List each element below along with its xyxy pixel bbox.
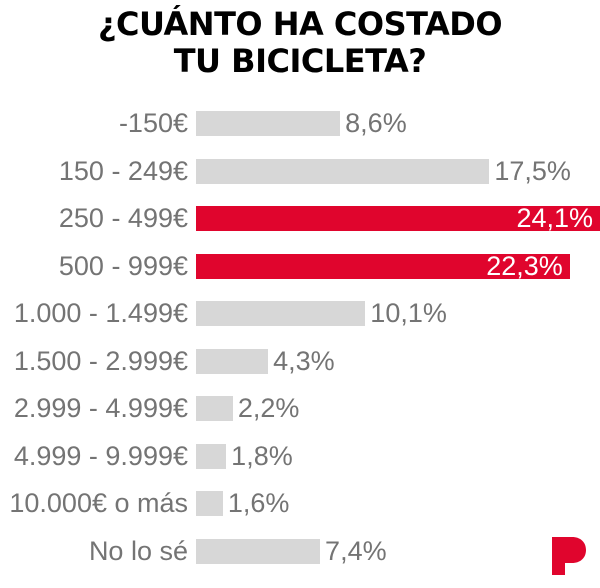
publico-logo <box>552 537 587 575</box>
category-label: 250 - 499€ <box>58 203 188 234</box>
bar-highlighted: 24,1% <box>196 203 600 234</box>
bar-row: 2.999 - 4.999€ 2,2% <box>0 385 600 433</box>
value-label: 22,3% <box>486 250 563 281</box>
bar <box>196 443 227 469</box>
category-label: 4.999 - 9.999€ <box>13 440 188 471</box>
bar-highlighted: 22,3% <box>196 250 570 281</box>
bar <box>196 491 223 517</box>
bar-row: 4.999 - 9.999€ 1,8% <box>0 433 600 481</box>
bar-row: 500 - 999€ 22,3% <box>0 243 600 291</box>
bar-chart: -150€ 8,6% 150 - 249€ 17,5% 250 - 499€ 24,1% 5… <box>0 100 600 575</box>
p-logo-path <box>552 537 586 575</box>
bar <box>196 396 233 422</box>
category-label: 1.000 - 1.499€ <box>13 298 188 329</box>
value-label: 17,5% <box>494 155 571 186</box>
value-label: 1,8% <box>231 440 293 471</box>
category-label: 2.999 - 4.999€ <box>13 393 188 424</box>
value-label: 1,6% <box>227 488 290 519</box>
category-label: 1.500 - 2.999€ <box>13 345 188 376</box>
chart-title-line1: ¿CUÁNTO HA COSTADO <box>97 5 503 43</box>
bar <box>196 348 269 374</box>
category-label: 150 - 249€ <box>58 155 188 186</box>
value-label: 4,3% <box>273 345 335 376</box>
value-label: 10,1% <box>370 298 447 329</box>
bar-row: 1.000 - 1.499€ 10,1% <box>0 290 600 338</box>
chart-title: ¿CUÁNTO HA COSTADO TU BICICLETA? <box>0 6 600 80</box>
category-label: No lo sé <box>88 535 188 566</box>
bar <box>196 301 366 327</box>
category-label: -150€ <box>118 108 188 139</box>
bar <box>196 111 341 137</box>
bar-row: 10.000€ o más 1,6% <box>0 480 600 528</box>
bar-row: 150 - 249€ 17,5% <box>0 148 600 196</box>
category-label: 10.000€ o más <box>9 488 188 519</box>
bar-row: -150€ 8,6% <box>0 100 600 148</box>
bar-row: 250 - 499€ 24,1% <box>0 195 600 243</box>
value-label: 8,6% <box>345 108 407 139</box>
category-label: 500 - 999€ <box>58 250 188 281</box>
value-label: 24,1% <box>516 203 593 234</box>
bar-row: 1.500 - 2.999€ 4,3% <box>0 338 600 386</box>
bar-row: No lo sé 7,4% <box>0 528 600 576</box>
chart-title-line2: TU BICICLETA? <box>173 42 427 80</box>
bar <box>196 538 321 564</box>
value-label: 7,4% <box>325 535 387 566</box>
bar <box>196 158 490 184</box>
p-logo-icon <box>552 537 586 575</box>
value-label: 2,2% <box>237 393 300 424</box>
